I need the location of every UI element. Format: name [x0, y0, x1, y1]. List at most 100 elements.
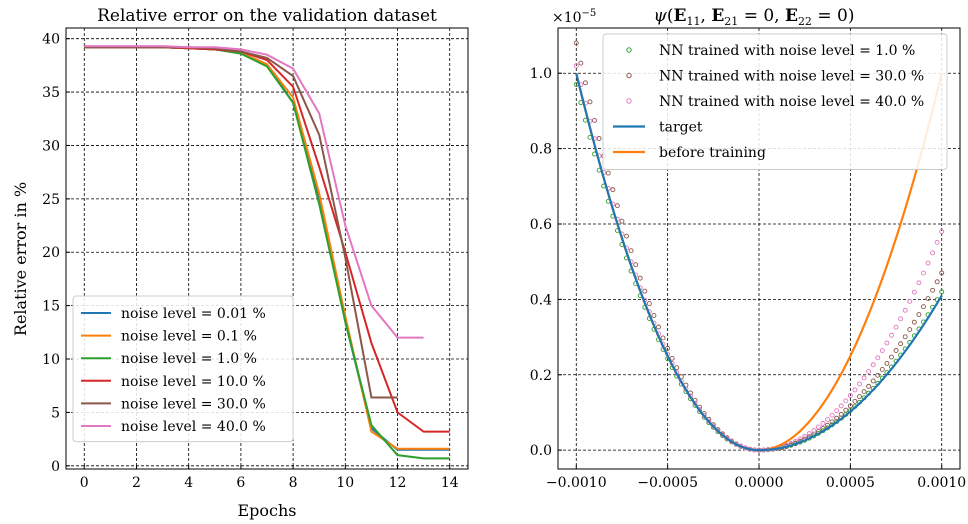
left-chart: Relative error on the validation dataset…: [11, 6, 469, 520]
right-scatter-point: [797, 436, 803, 442]
right-scatter-point: [939, 229, 945, 234]
right-y-tick-label: 0.8: [530, 142, 552, 158]
right-scatter-point: [829, 412, 835, 418]
left-x-tick-label: 12: [389, 475, 407, 491]
right-scatter-point: [843, 398, 849, 404]
right-scatter-point: [669, 355, 675, 361]
right-scatter-point: [879, 348, 885, 353]
left-x-tick-label: 4: [184, 475, 193, 491]
right-scatter-point: [825, 416, 830, 422]
left-y-tick-label: 5: [51, 405, 60, 421]
right-scatter-point: [811, 428, 817, 433]
left-y-tick-label: 10: [42, 352, 60, 368]
right-scatter-point: [843, 407, 849, 413]
right-scatter-point: [614, 203, 620, 209]
right-scatter-point: [893, 348, 899, 353]
right-scatter-point: [610, 187, 616, 193]
right-legend-label: target: [659, 120, 703, 136]
right-scatter-point: [651, 313, 657, 319]
right-series-group: [573, 40, 945, 453]
right-legend-marker: [626, 98, 632, 104]
right-scatter-point: [857, 381, 862, 387]
right-scatter-point: [925, 296, 931, 302]
left-y-tick-label: 25: [42, 192, 60, 208]
right-scatter-point: [838, 403, 844, 409]
right-scatter-point: [660, 335, 666, 341]
right-scatter-point: [902, 334, 908, 340]
right-legend-marker: [626, 72, 632, 79]
right-scatter-point: [573, 40, 579, 46]
left-y-tick-label: 0: [51, 459, 60, 475]
right-scatter-point: [870, 362, 876, 368]
right-scatter-point: [624, 233, 629, 239]
left-plot-frame: [65, 27, 469, 470]
right-x-tick-label: 0.0000: [735, 475, 784, 491]
right-scatter-point: [898, 316, 904, 322]
right-y-tick-label: 1.0: [530, 66, 552, 82]
right-scatter-point: [592, 117, 597, 123]
right-scatter-point: [605, 170, 611, 176]
right-scatter-point: [875, 355, 881, 361]
right-target-line: [575, 72, 943, 452]
right-scatter-point: [884, 360, 890, 366]
right-y-tick-label: 0.6: [530, 217, 552, 233]
right-scatter-point: [902, 307, 908, 313]
right-legend: NN trained with noise level = 1.0 % NN tr…: [602, 33, 948, 170]
right-chart: ψ(E11, E21 = 0, E22 = 0) ×10−5 −0.0010 −0…: [530, 6, 966, 491]
left-legend-label: noise level = 10.0 %: [121, 374, 266, 390]
left-y-axis-label: Relative error in %: [11, 182, 30, 336]
left-y-tick-label: 15: [42, 299, 60, 315]
right-scatter-point: [857, 394, 862, 400]
right-scatter-point: [578, 60, 584, 66]
right-scatter-point: [879, 366, 885, 372]
left-grid: [66, 28, 468, 469]
right-scatter-point: [633, 262, 639, 268]
right-scatter-point: [934, 239, 940, 245]
right-scatter-point: [911, 289, 917, 295]
right-scatter-point: [834, 415, 840, 421]
right-scatter-point: [870, 378, 876, 384]
right-scatter-point: [802, 434, 808, 439]
right-scatter-point: [656, 324, 661, 330]
right-chart-title: ψ(E11, E21 = 0, E22 = 0): [654, 6, 855, 28]
left-y-tick-label: 20: [42, 245, 60, 261]
right-scatter-point: [921, 304, 926, 310]
left-legend-label: noise level = 0.01 %: [121, 306, 266, 322]
right-x-tick-label: 0.0010: [917, 475, 966, 491]
right-scatter-point: [806, 431, 812, 437]
right-scatter-point: [907, 327, 913, 333]
right-scatter-point: [930, 250, 936, 256]
left-ticks: 0 2 4 6 8 10 12 14 0 5 10 15 20 25 30 35 40: [42, 32, 459, 491]
left-x-tick-label: 8: [289, 475, 298, 491]
right-scatter-point: [861, 389, 867, 395]
right-scatter-point: [820, 420, 826, 426]
right-scatter-point: [939, 270, 945, 276]
right-legend-label: NN trained with noise level = 1.0 %: [659, 43, 915, 59]
right-scatter-point: [646, 301, 652, 307]
left-chart-title: Relative error on the validation dataset: [97, 6, 437, 26]
right-scatter-point: [925, 260, 931, 266]
left-x-tick-label: 10: [336, 475, 354, 491]
left-legend-label: noise level = 40.0 %: [121, 419, 266, 435]
left-series-line: [84, 46, 398, 399]
right-scatter-point: [875, 372, 881, 378]
right-legend-label: before training: [659, 145, 766, 161]
right-y-tick-label: 0.0: [530, 443, 552, 459]
left-series-line: [84, 45, 424, 339]
right-scatter-point: [898, 341, 904, 347]
right-scatter-point: [866, 369, 872, 374]
right-scatter-point: [815, 424, 821, 430]
left-legend-label: noise level = 0.1 %: [121, 329, 257, 345]
right-scatter-point: [911, 319, 917, 325]
right-y-tick-label: 0.4: [530, 292, 552, 308]
right-x-tick-label: −0.0010: [546, 475, 607, 491]
right-scatter-point: [939, 289, 945, 295]
right-scatter-point: [852, 398, 858, 404]
left-y-tick-label: 35: [42, 85, 60, 101]
left-legend-box: [72, 295, 294, 443]
right-scatter-point: [852, 387, 858, 393]
right-scatter-point: [642, 288, 648, 294]
right-scatter-point: [587, 99, 593, 105]
right-x-tick-label: −0.0005: [637, 475, 698, 491]
right-scatter-point: [628, 248, 634, 254]
